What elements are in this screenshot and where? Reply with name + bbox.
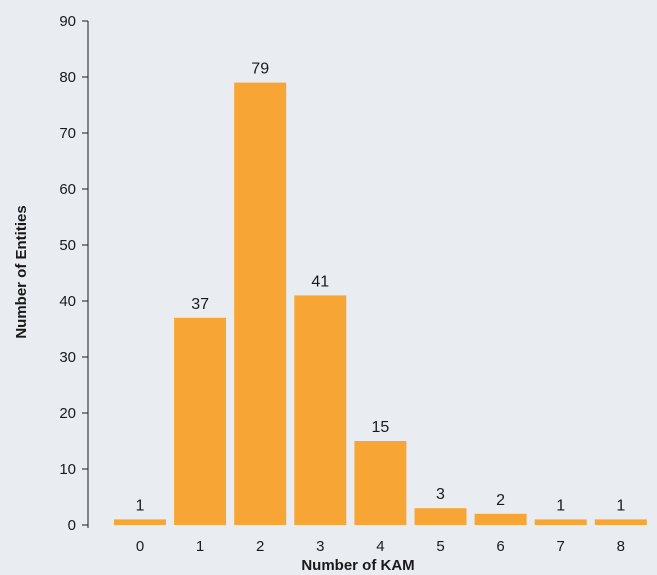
bar (354, 441, 407, 525)
x-tick-label: 4 (376, 538, 384, 555)
y-axis: 0 10 20 30 40 50 60 70 80 90 (59, 13, 89, 534)
y-tick-label: 20 (59, 405, 76, 422)
bar (594, 519, 647, 525)
y-axis-title: Number of Entities (13, 205, 30, 338)
bar (294, 295, 347, 525)
bar-value-label: 37 (191, 296, 209, 313)
bars (114, 82, 647, 525)
y-tick-label: 70 (59, 125, 76, 142)
bar (414, 508, 467, 525)
y-tick-label: 90 (59, 13, 76, 30)
x-axis-title: Number of KAM (301, 557, 414, 574)
bar-value-label: 41 (311, 273, 329, 290)
y-tick-label: 10 (59, 461, 76, 478)
bar-value-label: 1 (616, 497, 625, 514)
y-tick-label: 0 (68, 517, 76, 534)
x-tick-label: 7 (557, 538, 565, 555)
y-tick-label: 80 (59, 69, 76, 86)
x-axis-ticks: 0 1 2 3 4 5 6 7 8 (136, 538, 625, 555)
y-tick-label: 40 (59, 293, 76, 310)
x-tick-label: 5 (436, 538, 444, 555)
bar (174, 317, 227, 525)
bar-value-label: 3 (436, 486, 445, 503)
data-labels: 1 37 79 41 15 3 2 1 1 (136, 61, 626, 515)
bar-value-label: 2 (496, 492, 505, 509)
y-tick-label: 30 (59, 349, 76, 366)
bar (534, 519, 587, 525)
x-tick-label: 0 (136, 538, 144, 555)
x-tick-label: 3 (316, 538, 324, 555)
bar-value-label: 1 (556, 497, 565, 514)
bar-value-label: 79 (251, 61, 269, 78)
x-tick-label: 6 (496, 538, 504, 555)
x-tick-label: 2 (256, 538, 264, 555)
bar (474, 513, 527, 525)
x-tick-label: 1 (196, 538, 204, 555)
y-tick-label: 60 (59, 181, 76, 198)
bar-value-label: 1 (136, 497, 145, 514)
bar-value-label: 15 (372, 419, 390, 436)
y-tick-label: 50 (59, 237, 76, 254)
bar (114, 519, 166, 525)
x-tick-label: 8 (617, 538, 625, 555)
bar (234, 82, 287, 525)
